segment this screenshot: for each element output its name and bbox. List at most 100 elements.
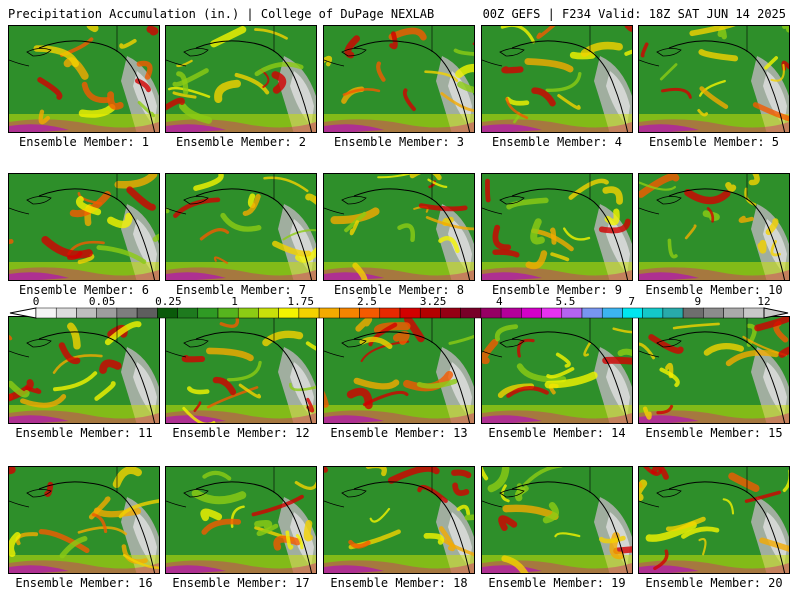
precipitation-map <box>8 466 160 574</box>
ensemble-member-label: Ensemble Member: 17 <box>172 576 310 590</box>
precipitation-map <box>638 466 790 574</box>
ensemble-member-label: Ensemble Member: 10 <box>645 283 783 297</box>
legend-tick-label: 7 <box>628 295 635 308</box>
precipitation-map <box>165 25 317 133</box>
precipitation-map <box>481 25 633 133</box>
ensemble-member-label: Ensemble Member: 15 <box>645 426 783 440</box>
legend-tick-label: 1.75 <box>287 295 314 308</box>
precipitation-map <box>165 466 317 574</box>
legend-tick-label: 0 <box>32 295 40 308</box>
ensemble-panel: Ensemble Member: 15 <box>638 316 790 440</box>
ensemble-panel: Ensemble Member: 18 <box>323 466 475 590</box>
ensemble-member-label: Ensemble Member: 18 <box>330 576 468 590</box>
precipitation-map <box>323 316 475 424</box>
colorbar-swatch <box>662 307 684 319</box>
ensemble-panel: Ensemble Member: 7 <box>165 173 317 297</box>
colorbar-swatch <box>359 307 381 319</box>
legend-tick-label: 3.25 <box>419 295 447 308</box>
colorbar-max-arrow <box>763 307 789 319</box>
ensemble-member-label: Ensemble Member: 9 <box>491 283 623 297</box>
colorbar-swatch <box>561 307 583 319</box>
precipitation-map <box>638 173 790 281</box>
colorbar-swatch <box>258 307 279 319</box>
colorbar-swatch <box>703 307 724 319</box>
legend-tick-label: 12 <box>757 295 771 308</box>
colorbar-swatch <box>177 307 199 319</box>
ensemble-member-label: Ensemble Member: 2 <box>175 135 307 149</box>
colorbar-swatch <box>581 307 603 319</box>
precipitation-map <box>165 173 317 281</box>
colorbar-swatch <box>136 307 158 319</box>
colorbar-swatch <box>743 307 765 319</box>
ensemble-member-label: Ensemble Member: 4 <box>491 135 623 149</box>
map-title: Precipitation Accumulation (in.) | Colle… <box>8 7 435 21</box>
precipitation-map <box>8 316 160 424</box>
colorbar-swatch <box>500 307 522 319</box>
model-run-info: 00Z GEFS | F234 Valid: 18Z SAT JUN 14 20… <box>482 7 786 21</box>
colorbar-swatch <box>440 307 461 319</box>
ensemble-panel: Ensemble Member: 1 <box>8 25 160 149</box>
colorbar-swatch <box>622 307 643 319</box>
ensemble-member-label: Ensemble Member: 14 <box>488 426 626 440</box>
precipitation-legend: 0 0.05 0.25 1 1.75 2.5 3.25 4 5.5 7 9 12 <box>0 296 800 320</box>
ensemble-member-label: Ensemble Member: 12 <box>172 426 310 440</box>
ensemble-member-label: Ensemble Member: 16 <box>15 576 153 590</box>
ensemble-member-label: Ensemble Member: 6 <box>18 283 150 297</box>
ensemble-member-label: Ensemble Member: 5 <box>648 135 780 149</box>
colorbar-swatch <box>521 307 542 319</box>
ensemble-panel: Ensemble Member: 8 <box>323 173 475 297</box>
ensemble-panel: Ensemble Member: 6 <box>8 173 160 297</box>
colorbar-swatch <box>642 307 664 319</box>
legend-tick-label: 1 <box>231 295 238 308</box>
ensemble-member-label: Ensemble Member: 13 <box>330 426 468 440</box>
ensemble-panel: Ensemble Member: 9 <box>481 173 633 297</box>
ensemble-panel: Ensemble Member: 11 <box>8 316 160 440</box>
precipitation-map <box>638 316 790 424</box>
ensemble-member-label: Ensemble Member: 19 <box>488 576 626 590</box>
legend-tick-label: 2.5 <box>356 295 377 308</box>
precipitation-map <box>481 316 633 424</box>
precipitation-map <box>323 173 475 281</box>
ensemble-panel: Ensemble Member: 16 <box>8 466 160 590</box>
colorbar-swatch <box>35 307 57 319</box>
ensemble-member-label: Ensemble Member: 11 <box>15 426 153 440</box>
colorbar-swatch <box>237 307 259 319</box>
precipitation-map <box>481 466 633 574</box>
legend-tick-label: 0.25 <box>155 295 182 308</box>
legend-tick-label: 0.05 <box>88 295 116 308</box>
ensemble-panel: Ensemble Member: 13 <box>323 316 475 440</box>
precipitation-map <box>323 466 475 574</box>
colorbar-swatch <box>96 307 118 319</box>
colorbar-swatch <box>217 307 239 319</box>
colorbar-swatch <box>460 307 482 319</box>
ensemble-member-label: Ensemble Member: 3 <box>333 135 465 149</box>
ensemble-member-label: Ensemble Member: 7 <box>175 283 307 297</box>
ensemble-panel: Ensemble Member: 19 <box>481 466 633 590</box>
ensemble-panel: Ensemble Member: 14 <box>481 316 633 440</box>
colorbar-swatch <box>541 307 563 319</box>
colorbar-swatch <box>682 307 704 319</box>
colorbar-swatch <box>76 307 97 319</box>
colorbar-swatch <box>55 307 77 319</box>
ensemble-panel: Ensemble Member: 20 <box>638 466 790 590</box>
legend-tick-label: 9 <box>694 295 702 308</box>
colorbar-swatch <box>723 307 745 319</box>
colorbar-swatch <box>318 307 340 319</box>
colorbar-swatch <box>197 307 219 319</box>
ensemble-panel: Ensemble Member: 5 <box>638 25 790 149</box>
ensemble-member-label: Ensemble Member: 20 <box>645 576 783 590</box>
precipitation-map <box>323 25 475 133</box>
precipitation-map <box>8 173 160 281</box>
ensemble-panel: Ensemble Member: 12 <box>165 316 317 440</box>
colorbar-swatch <box>339 307 360 319</box>
ensemble-panel: Ensemble Member: 2 <box>165 25 317 149</box>
ensemble-panel: Ensemble Member: 10 <box>638 173 790 297</box>
colorbar-swatch <box>480 307 502 319</box>
colorbar-swatch <box>116 307 138 319</box>
legend-tick-label: 5.5 <box>555 295 576 308</box>
ensemble-panel: Ensemble Member: 4 <box>481 25 633 149</box>
ensemble-member-label: Ensemble Member: 1 <box>18 135 150 149</box>
colorbar-swatch <box>379 307 401 319</box>
precipitation-map <box>638 25 790 133</box>
